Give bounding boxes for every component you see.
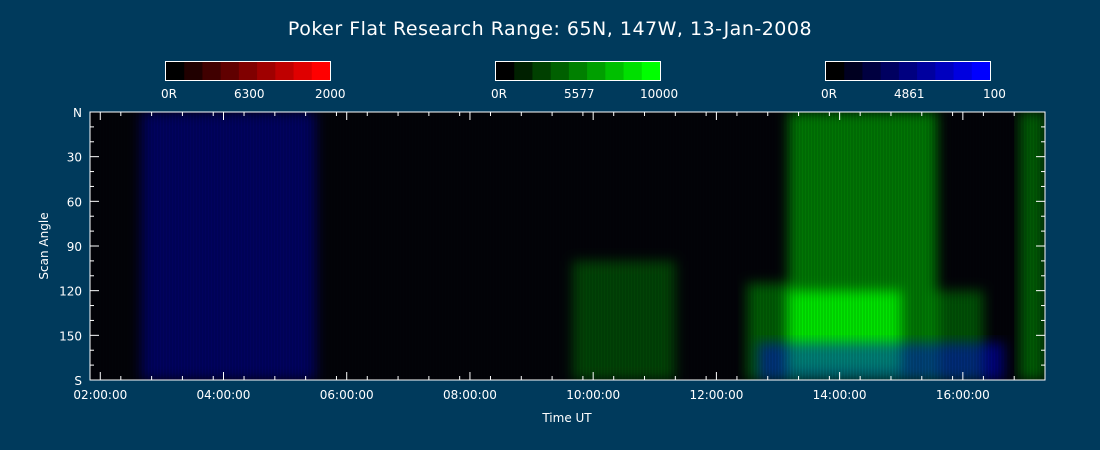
colorbar-swatch	[623, 62, 643, 80]
colorbar-swatch	[257, 62, 276, 80]
colorbar-5577-min-label: 0R	[491, 87, 507, 101]
colorbar-swatch	[953, 62, 973, 80]
colorbar-4861-max-label: 100	[983, 87, 1006, 101]
y-tick-label: 90	[67, 240, 82, 254]
colorbar-swatch	[496, 62, 515, 80]
x-tick-label: 02:00:00	[73, 388, 127, 402]
colorbar-6300-max-label: 2000	[315, 87, 346, 101]
x-tick-label: 06:00:00	[320, 388, 374, 402]
x-tick-label: 10:00:00	[566, 388, 620, 402]
colorbar-swatch	[220, 62, 240, 80]
colorbar-swatch	[641, 62, 661, 80]
colorbar-swatch	[880, 62, 900, 80]
colorbar-5577-max-label: 10000	[640, 87, 679, 101]
y-tick-label: 120	[59, 285, 82, 299]
colorbar-swatch	[275, 62, 295, 80]
colorbar-swatch	[587, 62, 606, 80]
colorbar-swatch	[184, 62, 203, 80]
y-tick-label: 150	[59, 329, 82, 343]
y-tick-label: N	[73, 106, 82, 120]
colorbar-4861-mid-label: 4861	[894, 87, 925, 101]
colorbar-swatch	[917, 62, 936, 80]
colorbar-swatch	[971, 62, 991, 80]
x-tick-label: 12:00:00	[689, 388, 743, 402]
colorbar-6300-min-label: 0R	[161, 87, 177, 101]
x-tick-label: 14:00:00	[813, 388, 867, 402]
colorbar-swatch	[826, 62, 845, 80]
colorbar-swatch	[238, 62, 258, 80]
aurora-region-green	[572, 260, 676, 380]
colorbar-swatch	[844, 62, 863, 80]
colorbar-swatch	[605, 62, 625, 80]
colorbar-6300-gradient	[165, 61, 331, 81]
y-tick-label: 30	[67, 151, 82, 165]
colorbar-frame	[165, 61, 331, 81]
x-tick-label: 04:00:00	[197, 388, 251, 402]
colorbar-swatch	[862, 62, 882, 80]
colorbar-swatch	[532, 62, 552, 80]
y-axis-label: Scan Angle	[37, 212, 51, 279]
colorbar-swatch	[550, 62, 570, 80]
colorbar-6300-mid-label: 6300	[234, 87, 265, 101]
colorbar-swatch	[202, 62, 222, 80]
colorbar-5577-gradient	[495, 61, 661, 81]
colorbar-4861-min-label: 0R	[821, 87, 837, 101]
aurora-region-blue	[757, 342, 1004, 380]
colorbar-5577: 0R 5577 10000	[491, 61, 678, 101]
colorbar-swatch	[514, 62, 533, 80]
colorbar-swatch	[166, 62, 185, 80]
colorbar-frame	[495, 61, 661, 81]
colorbar-swatch	[568, 62, 588, 80]
colorbar-6300: 0R 6300 2000	[161, 61, 346, 101]
x-tick-label: 08:00:00	[443, 388, 497, 402]
x-axis-label: Time UT	[541, 411, 592, 425]
colorbar-swatch	[293, 62, 313, 80]
colorbar-swatch	[898, 62, 918, 80]
y-tick-label: 60	[67, 195, 82, 209]
aurora-region-blue	[141, 112, 316, 380]
colorbar-swatch	[935, 62, 955, 80]
colorbar-frame	[825, 61, 991, 81]
colorbar-4861-gradient	[825, 61, 991, 81]
colorbar-swatch	[311, 62, 331, 80]
chart-title: Poker Flat Research Range: 65N, 147W, 13…	[287, 18, 813, 40]
y-tick-label: S	[74, 374, 82, 388]
colorbar-5577-mid-label: 5577	[564, 87, 595, 101]
x-tick-label: 16:00:00	[936, 388, 990, 402]
colorbar-4861: 0R 4861 100	[821, 61, 1006, 101]
